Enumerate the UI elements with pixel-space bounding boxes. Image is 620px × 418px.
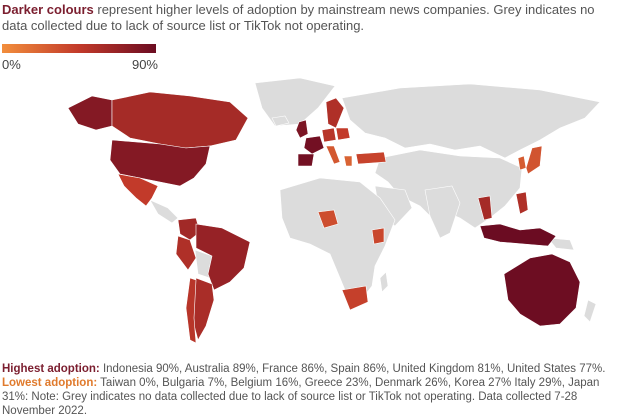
region-japan xyxy=(525,145,543,175)
intro-rest: represent higher levels of adoption by m… xyxy=(2,2,595,33)
region-nigeria xyxy=(317,209,339,229)
highest-label: Highest adoption: xyxy=(2,363,100,375)
region-united-states xyxy=(109,139,211,187)
legend-max-label: 90% xyxy=(131,57,158,72)
region-turkey xyxy=(355,151,387,165)
region-papua xyxy=(547,237,575,251)
region-united-kingdom xyxy=(295,119,309,139)
region-philippines xyxy=(515,191,529,215)
region-alaska xyxy=(67,95,113,131)
region-indonesia xyxy=(479,223,557,247)
region-peru xyxy=(175,235,197,271)
region-poland xyxy=(335,127,351,141)
region-greece xyxy=(343,155,353,167)
color-legend: 0% 90% xyxy=(2,44,158,73)
region-brazil xyxy=(195,223,251,291)
region-russia xyxy=(341,83,601,159)
region-sweden xyxy=(325,97,345,129)
map-description: Darker colours represent higher levels o… xyxy=(2,2,614,34)
region-france xyxy=(303,135,325,155)
highest-text: Indonesia 90%, Australia 89%, France 86%… xyxy=(99,363,606,375)
region-canada xyxy=(111,91,249,149)
lowest-text: Taiwan 0%, Bulgaria 7%, Belgium 16%, Gre… xyxy=(2,377,600,417)
region-italy xyxy=(325,145,341,165)
world-map xyxy=(67,78,601,344)
adoption-footnote: Highest adoption: Indonesia 90%, Austral… xyxy=(2,362,614,418)
region-iceland xyxy=(271,115,290,127)
region-thailand xyxy=(477,195,493,221)
region-chile xyxy=(185,277,197,344)
legend-min-label: 0% xyxy=(2,57,21,72)
region-australia xyxy=(503,253,581,327)
region-spain xyxy=(297,153,315,167)
region-greenland xyxy=(254,78,336,127)
intro-lead: Darker colours xyxy=(2,2,94,17)
region-germany xyxy=(321,127,337,143)
lowest-label: Lowest adoption: xyxy=(2,377,98,389)
region-india xyxy=(424,185,461,239)
region-mexico xyxy=(117,173,159,207)
no-data-regions xyxy=(149,78,601,323)
region-kenya xyxy=(371,227,385,245)
region-colombia xyxy=(177,217,201,241)
region-central-america xyxy=(149,199,179,224)
region-south-africa xyxy=(341,285,369,311)
legend-gradient-bar xyxy=(2,44,156,53)
region-new-zealand xyxy=(583,299,597,323)
region-africa xyxy=(279,177,396,307)
region-madagascar xyxy=(379,271,389,293)
data-regions xyxy=(67,91,581,344)
